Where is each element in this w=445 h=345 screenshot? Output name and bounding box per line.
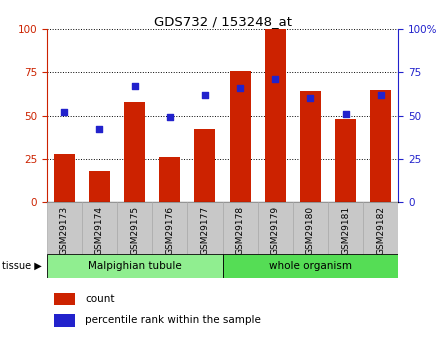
Text: GSM29180: GSM29180 <box>306 206 315 255</box>
Bar <box>222 254 398 278</box>
Bar <box>54 314 75 327</box>
Text: GSM29177: GSM29177 <box>200 206 210 255</box>
Bar <box>370 90 391 202</box>
Text: GSM29179: GSM29179 <box>271 206 280 255</box>
Bar <box>293 202 328 254</box>
Bar <box>152 202 187 254</box>
Text: GSM29182: GSM29182 <box>376 206 385 255</box>
Text: GSM29175: GSM29175 <box>130 206 139 255</box>
Point <box>307 96 314 101</box>
Bar <box>335 119 356 202</box>
Point <box>131 83 138 89</box>
Point <box>377 92 384 98</box>
Point <box>166 115 174 120</box>
Text: GSM29176: GSM29176 <box>165 206 174 255</box>
Text: count: count <box>85 294 115 304</box>
Bar <box>230 71 251 202</box>
Text: tissue ▶: tissue ▶ <box>2 261 42 271</box>
Bar <box>258 202 293 254</box>
Bar <box>89 171 110 202</box>
Bar <box>124 102 145 202</box>
Text: Malpighian tubule: Malpighian tubule <box>88 261 182 271</box>
Point <box>61 109 68 115</box>
Bar <box>54 154 75 202</box>
Bar <box>82 202 117 254</box>
Bar <box>117 202 152 254</box>
Point <box>202 92 209 98</box>
Text: whole organism: whole organism <box>269 261 352 271</box>
Bar <box>194 129 215 202</box>
Text: GSM29178: GSM29178 <box>235 206 245 255</box>
Text: GSM29174: GSM29174 <box>95 206 104 255</box>
Bar <box>47 202 82 254</box>
Bar <box>54 293 75 305</box>
Point <box>342 111 349 117</box>
Point <box>96 127 103 132</box>
Text: GSM29181: GSM29181 <box>341 206 350 255</box>
Point <box>237 85 244 91</box>
Point <box>271 77 279 82</box>
Title: GDS732 / 153248_at: GDS732 / 153248_at <box>154 15 291 28</box>
Bar <box>222 202 258 254</box>
Bar <box>159 157 180 202</box>
Bar <box>363 202 398 254</box>
Bar <box>265 29 286 202</box>
Bar <box>187 202 222 254</box>
Bar <box>328 202 363 254</box>
Bar <box>300 91 321 202</box>
Text: GSM29173: GSM29173 <box>60 206 69 255</box>
Text: percentile rank within the sample: percentile rank within the sample <box>85 315 261 325</box>
Bar <box>47 254 222 278</box>
